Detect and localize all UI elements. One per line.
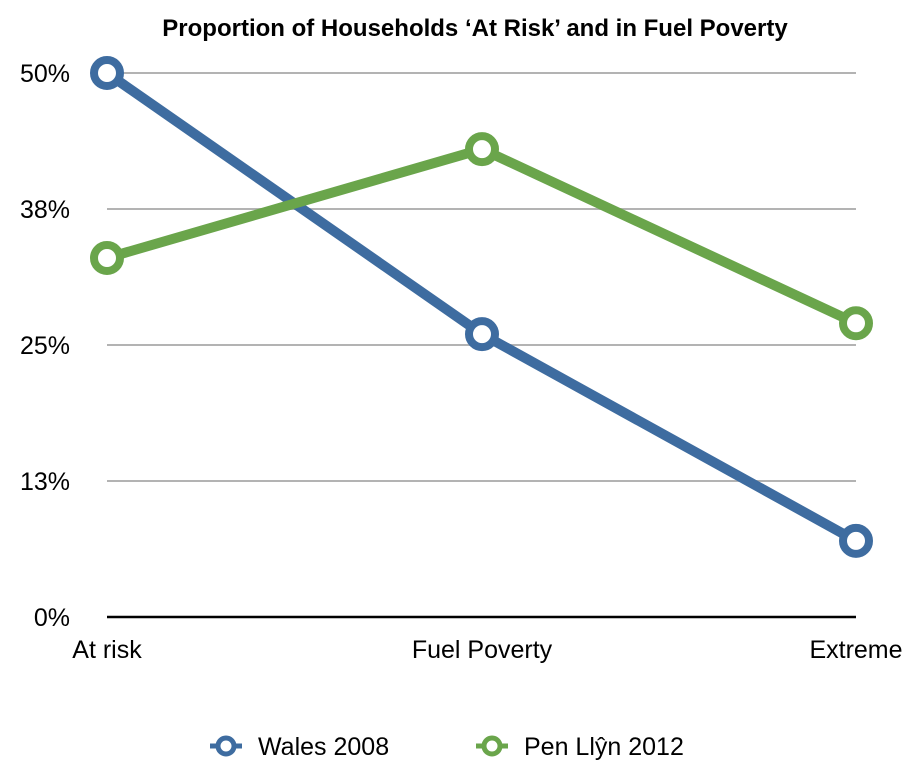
series-layer [90,56,873,558]
legend-label: Pen Llŷn 2012 [524,733,684,760]
data-point [465,132,499,167]
legend-item: Wales 2008 [210,733,389,761]
y-tick-label: 25% [20,332,70,360]
data-point [839,306,873,341]
data-point [839,523,873,558]
x-tick-label: Fuel Poverty [412,636,553,664]
legend-label: Wales 2008 [258,733,389,760]
y-tick-label: 13% [20,468,70,496]
x-tick-label: Extreme [809,636,902,664]
chart-title: Proportion of Households ‘At Risk’ and i… [162,15,788,42]
data-point [90,240,124,275]
legend-item: Pen Llŷn 2012 [476,733,684,761]
axis-layer: 0% 13% 25% 38% 50% At risk Fuel Poverty Extreme [20,60,903,664]
y-tick-label: 50% [20,60,70,88]
data-point [465,317,499,352]
series-line [102,144,861,329]
x-tick-label: At risk [72,636,142,664]
legend-marker [215,735,237,757]
data-point [90,56,124,90]
y-tick-label: 38% [20,196,70,224]
legend: Wales 2008 Pen Llŷn 2012 [210,733,684,761]
y-tick-label: 0% [34,604,70,632]
grid-layer [107,72,856,482]
legend-marker [481,735,503,757]
